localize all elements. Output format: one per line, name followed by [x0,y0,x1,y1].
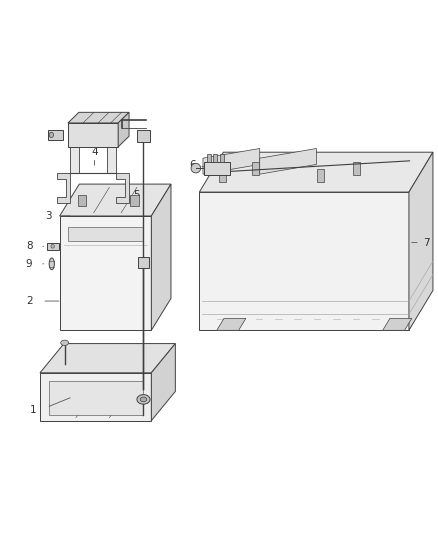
Polygon shape [317,169,324,182]
Ellipse shape [61,340,69,345]
FancyBboxPatch shape [138,257,149,268]
Text: 1: 1 [30,405,37,415]
Text: 9: 9 [26,259,32,269]
Ellipse shape [140,397,147,402]
Polygon shape [107,147,116,173]
Polygon shape [78,195,86,206]
Polygon shape [204,162,230,174]
Polygon shape [199,152,433,192]
Text: 8: 8 [26,241,32,251]
Polygon shape [40,344,175,373]
Polygon shape [116,173,129,203]
Text: 2: 2 [26,296,32,306]
Polygon shape [383,318,412,330]
FancyBboxPatch shape [138,130,150,142]
Polygon shape [353,162,360,175]
FancyBboxPatch shape [46,243,59,250]
Polygon shape [118,112,129,147]
Ellipse shape [137,394,150,404]
Polygon shape [68,228,143,241]
Polygon shape [203,149,260,174]
Ellipse shape [49,258,54,270]
Ellipse shape [88,392,114,406]
Polygon shape [49,381,143,415]
Ellipse shape [49,132,53,138]
Polygon shape [60,184,171,216]
Polygon shape [217,318,246,330]
Polygon shape [252,162,259,175]
Text: 4: 4 [91,147,98,157]
Polygon shape [219,169,226,182]
FancyBboxPatch shape [48,130,63,140]
Text: 3: 3 [46,211,52,221]
Text: 5: 5 [133,190,139,200]
Polygon shape [57,173,70,203]
Polygon shape [68,112,129,123]
Polygon shape [207,155,211,162]
Polygon shape [151,344,175,421]
Polygon shape [60,216,151,330]
Polygon shape [220,155,224,162]
Text: 6: 6 [190,160,196,171]
Polygon shape [68,123,118,147]
Polygon shape [260,149,317,174]
Ellipse shape [191,164,201,173]
Ellipse shape [51,245,54,248]
Polygon shape [199,192,409,330]
Polygon shape [40,373,151,421]
Polygon shape [151,184,171,330]
Polygon shape [130,195,139,206]
Polygon shape [409,152,433,330]
Polygon shape [70,147,79,173]
Text: 7: 7 [423,238,430,247]
Polygon shape [213,155,217,162]
